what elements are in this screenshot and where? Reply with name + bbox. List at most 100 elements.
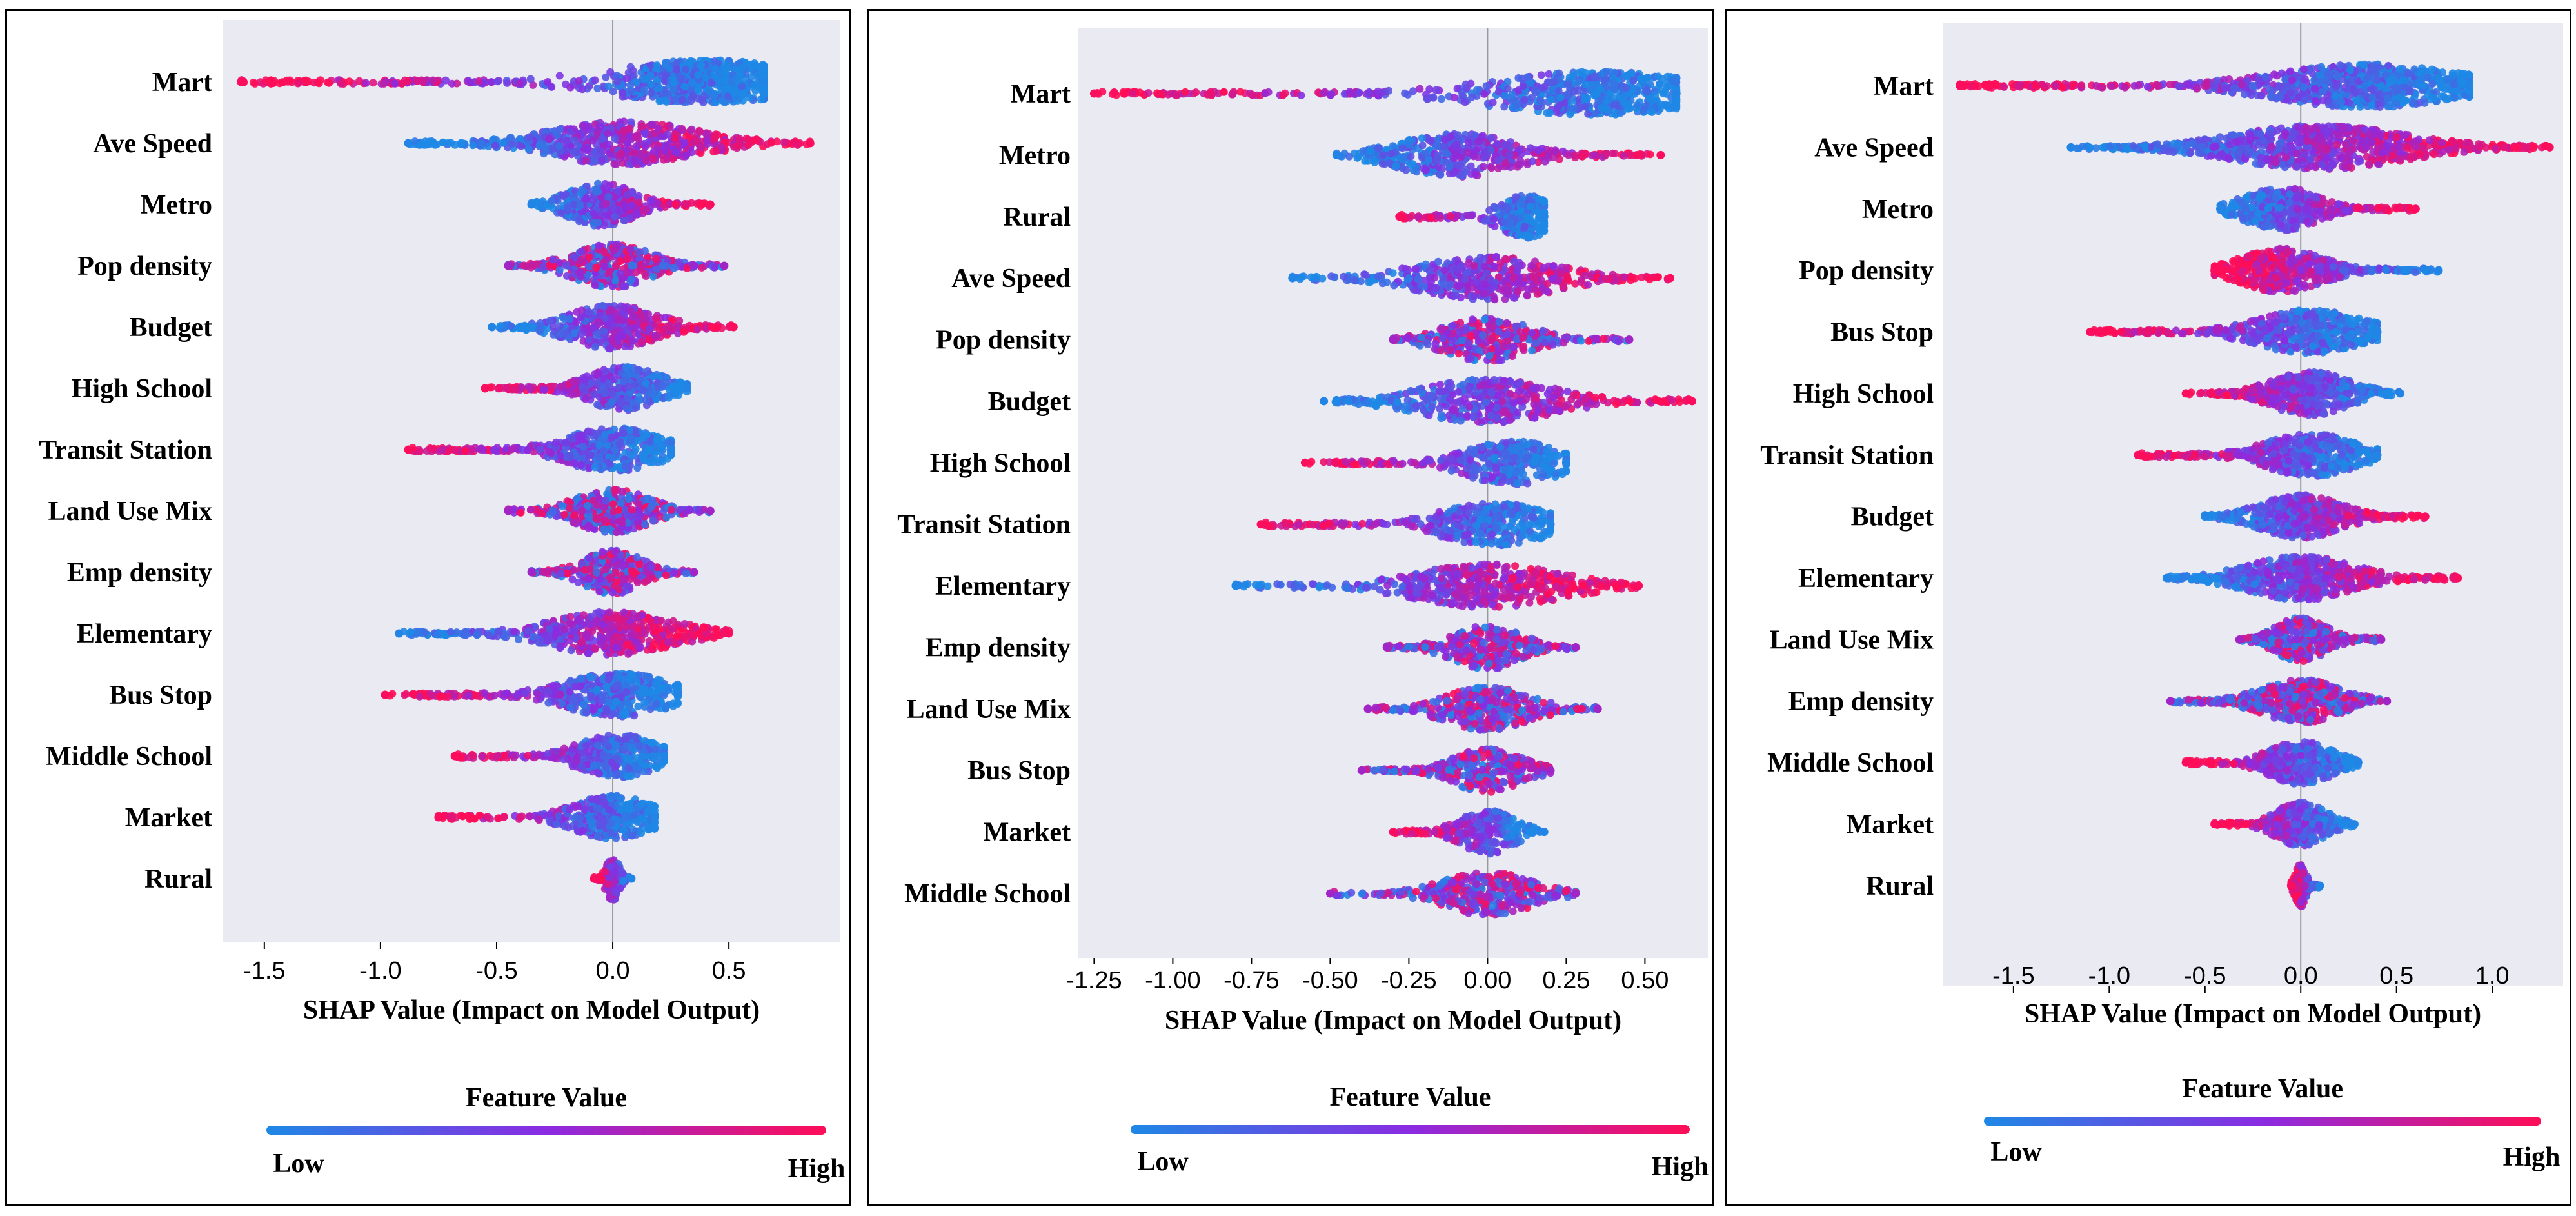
- shap-point: [635, 644, 643, 652]
- shap-point: [656, 676, 664, 684]
- shap-point: [612, 528, 620, 537]
- shap-point: [571, 518, 579, 526]
- shap-point: [622, 683, 631, 691]
- shap-point: [556, 452, 564, 460]
- shap-point: [626, 648, 634, 657]
- shap-point: [611, 548, 619, 556]
- feature-label: Middle School: [46, 742, 212, 772]
- shap-point: [696, 127, 704, 135]
- shap-point: [708, 323, 716, 331]
- shap-point: [604, 675, 613, 684]
- shap-point: [544, 699, 553, 707]
- shap-point: [628, 201, 636, 210]
- beeswarm-row: Pop density: [77, 240, 729, 291]
- shap-point: [662, 97, 671, 106]
- shap-point: [533, 695, 540, 704]
- shap-point: [760, 65, 768, 74]
- shap-point: [600, 430, 609, 439]
- shap-point: [609, 636, 618, 644]
- shap-point: [626, 81, 635, 90]
- shap-point: [653, 61, 661, 70]
- shap-point: [608, 620, 616, 628]
- shap-point: [579, 431, 587, 439]
- shap-point: [606, 608, 614, 617]
- shap-point: [628, 610, 637, 617]
- shap-point: [735, 141, 743, 150]
- shap-point: [555, 142, 563, 150]
- shap-point: [594, 219, 602, 226]
- shap-point: [584, 145, 592, 153]
- shap-point: [507, 322, 515, 330]
- feature-label: Pop density: [77, 252, 212, 281]
- shap-point: [563, 569, 571, 577]
- shap-point: [682, 65, 690, 74]
- shap-point: [563, 272, 571, 280]
- shap-point: [661, 704, 669, 712]
- shap-point: [466, 79, 474, 87]
- shap-point: [546, 317, 554, 325]
- shap-point: [560, 315, 568, 323]
- shap-point: [618, 488, 626, 496]
- shap-point: [655, 84, 664, 92]
- shap-point: [477, 444, 486, 453]
- shap-point: [592, 568, 600, 577]
- shap-point: [651, 255, 660, 263]
- shap-point: [780, 138, 788, 146]
- shap-point: [640, 455, 648, 464]
- shap-point: [658, 443, 666, 451]
- shap-point: [702, 129, 710, 137]
- shap-point: [590, 157, 599, 165]
- shap-point: [579, 85, 586, 94]
- shap-point: [594, 429, 602, 437]
- shap-point: [575, 215, 584, 223]
- shap-point: [433, 630, 441, 639]
- shap-point: [627, 275, 635, 284]
- shap-point: [591, 463, 599, 472]
- shap-point: [584, 427, 592, 435]
- shap-point: [579, 121, 587, 130]
- shap-point: [577, 330, 586, 339]
- shap-point: [611, 568, 619, 577]
- shap-point: [500, 632, 508, 641]
- shap-point: [555, 259, 564, 267]
- shap-point: [673, 632, 681, 641]
- shap-point: [621, 623, 629, 631]
- shap-point: [706, 200, 715, 209]
- shap-point: [659, 394, 667, 403]
- shap-point: [661, 203, 669, 211]
- shap-point: [661, 314, 669, 321]
- shap-point: [642, 272, 650, 280]
- shap-point: [599, 634, 608, 643]
- shap-point: [620, 708, 628, 716]
- shap-point: [480, 689, 488, 697]
- shap-point: [742, 70, 750, 78]
- shap-point: [625, 702, 633, 710]
- shap-point: [693, 325, 702, 334]
- shap-point: [735, 135, 744, 143]
- shap-point: [717, 143, 726, 152]
- shap-point: [618, 316, 626, 324]
- shap-point: [685, 506, 693, 514]
- shap-point: [506, 134, 515, 142]
- shap-point: [611, 445, 619, 454]
- shap-point: [570, 136, 579, 145]
- shap-point: [510, 628, 518, 636]
- shap-point: [584, 521, 593, 530]
- shap-point: [653, 332, 661, 340]
- shap-point: [391, 79, 399, 88]
- shap-point: [606, 344, 614, 353]
- shap-point: [547, 449, 555, 457]
- shap-point: [611, 277, 620, 285]
- shap-point: [661, 146, 669, 155]
- shap-point: [570, 329, 579, 337]
- shap-point: [415, 692, 424, 701]
- shap-point: [613, 578, 620, 586]
- shap-point: [599, 375, 608, 383]
- shap-point: [558, 502, 566, 510]
- shap-point: [488, 323, 497, 332]
- shap-point: [566, 504, 574, 512]
- shap-point: [711, 57, 718, 65]
- shap-point: [746, 94, 754, 102]
- shap-point: [694, 506, 702, 514]
